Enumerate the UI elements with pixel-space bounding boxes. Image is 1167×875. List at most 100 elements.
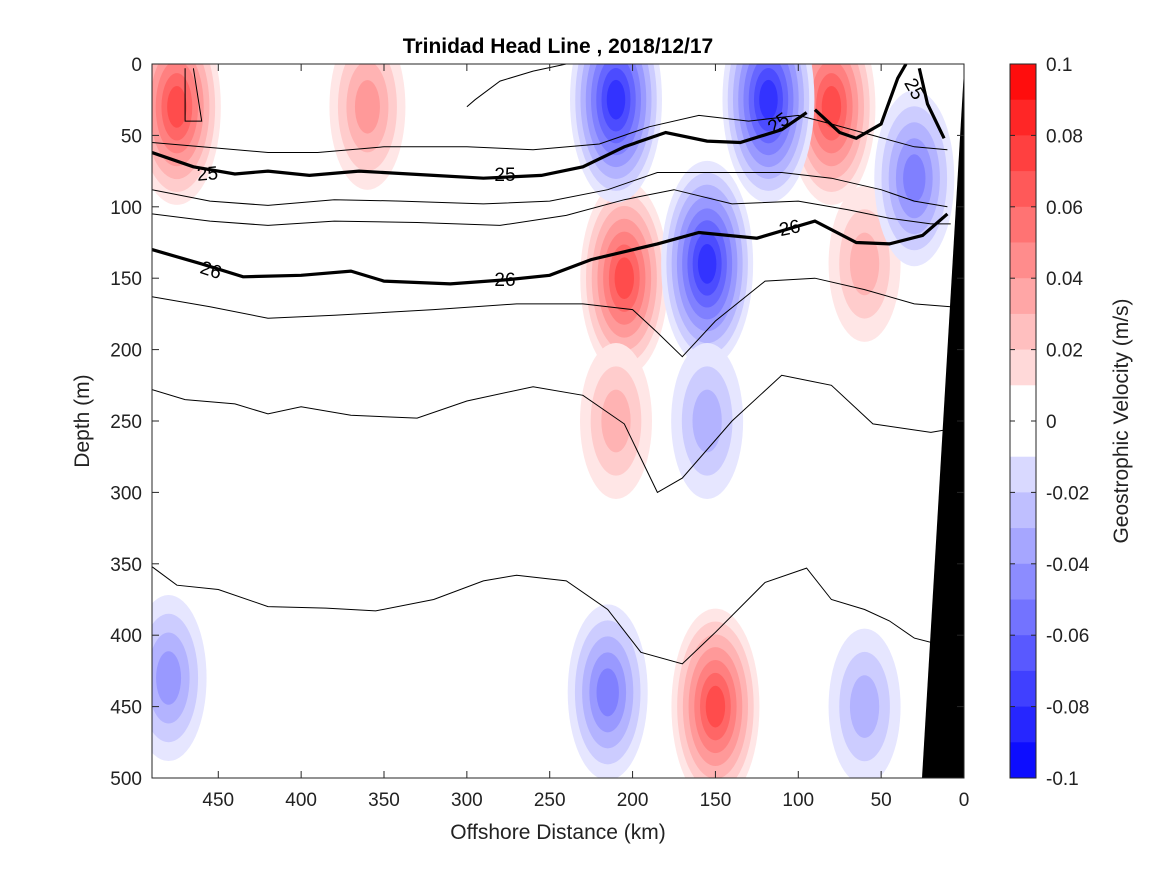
seafloor-mask: [922, 70, 964, 778]
colorbar-band: [1010, 492, 1036, 529]
y-tick-label: 100: [110, 198, 142, 219]
colorbar-label: Geostrophic Velocity (m/s): [1110, 298, 1133, 543]
x-tick-label: 150: [700, 790, 732, 811]
velocity-contour-band: [614, 257, 634, 300]
velocity-contour-band: [692, 389, 722, 453]
x-tick-label: 250: [534, 790, 566, 811]
colorbar-band: [1010, 456, 1036, 493]
colorbar-band: [1010, 385, 1036, 422]
velocity-contour-band: [903, 154, 926, 203]
velocity-contour-band: [759, 79, 778, 120]
chart-title: Trinidad Head Line , 2018/12/17: [403, 35, 713, 58]
x-axis: 450 400 350 300 250 200 150 100 50 0: [202, 64, 969, 811]
colorbar-band: [1010, 313, 1036, 351]
velocity-core: [580, 180, 669, 377]
y-tick-label: 50: [121, 126, 142, 147]
y-tick-label: 250: [110, 412, 142, 433]
x-tick-label: 350: [368, 790, 400, 811]
colorbar-tick-label: -0.08: [1046, 698, 1089, 719]
velocity-contour-band: [156, 651, 182, 705]
y-tick-label: 450: [110, 698, 142, 719]
y-axis-label: Depth (m): [71, 374, 94, 467]
colorbar-band: [1010, 421, 1036, 458]
velocity-core: [661, 160, 754, 367]
x-tick-label: 400: [285, 790, 317, 811]
colorbar-band: [1010, 242, 1036, 279]
colorbar-band: [1010, 599, 1036, 636]
isopycnal-26-line: [152, 212, 949, 286]
y-tick-label: 150: [110, 269, 142, 290]
velocity-core: [828, 628, 901, 778]
velocity-core: [580, 343, 652, 499]
isopycnal-25-line: [152, 111, 808, 180]
isopycnal-thin-line: [152, 566, 948, 665]
velocity-core: [874, 90, 955, 267]
y-tick-label: 0: [131, 55, 142, 76]
x-axis-label: Offshore Distance (km): [450, 821, 666, 844]
colorbar-tick-label: 0.06: [1046, 198, 1083, 219]
velocity-contour-band: [697, 244, 717, 284]
isopycnal-thin-line: [152, 189, 951, 226]
colorbar-tick-label: -0.04: [1046, 555, 1090, 576]
colorbar-band: [1010, 278, 1036, 315]
colorbar-band: [1010, 64, 1036, 101]
velocity-field: [152, 64, 955, 778]
velocity-contour-band: [354, 80, 380, 134]
colorbar-band: [1010, 635, 1036, 672]
colorbar-tick-label: 0: [1046, 412, 1057, 433]
isopycnal-contours: [152, 64, 956, 665]
velocity-core: [722, 64, 815, 203]
velocity-contour-band: [601, 389, 631, 453]
colorbar-tick-label: 0.08: [1046, 126, 1083, 147]
isopycnal-thin-line: [184, 68, 203, 122]
contour-label-25-a: 25: [196, 163, 219, 186]
velocity-contour-band: [849, 232, 880, 296]
velocity-core: [329, 64, 406, 190]
x-tick-label: 450: [202, 790, 234, 811]
velocity-core: [828, 185, 901, 342]
y-axis: 0 50 100 150 200 250 300 350 400 450 500: [110, 55, 964, 790]
velocity-contour-band: [596, 668, 619, 717]
velocity-core: [570, 64, 662, 203]
colorbar-tick-label: 0.1: [1046, 55, 1072, 76]
colorbar-band: [1010, 99, 1036, 136]
colorbar-band: [1010, 742, 1036, 779]
isopycnal-thin-line: [152, 374, 956, 494]
velocity-contour-band: [167, 85, 187, 128]
x-tick-label: 300: [451, 790, 483, 811]
isopycnal-thin-line: [152, 114, 948, 153]
colorbar-band: [1010, 206, 1036, 243]
contour-label-25-b: 25: [494, 165, 515, 186]
y-tick-label: 200: [110, 341, 142, 362]
velocity-contour-band: [705, 685, 726, 728]
y-tick-label: 300: [110, 483, 142, 504]
isopycnal-25-edge-line: [917, 67, 946, 139]
colorbar: 0.1 0.08 0.06 0.04 0.02 0 -0.02 -0.04 -0.06 -0.08…: [1009, 55, 1133, 790]
y-tick-label: 500: [110, 769, 142, 790]
colorbar-band: [1010, 706, 1036, 743]
colorbar-tick-label: -0.06: [1046, 626, 1089, 647]
contour-label-26-c: 26: [777, 216, 802, 241]
velocity-contour-band: [606, 79, 626, 120]
colorbar-band: [1010, 670, 1036, 708]
colorbar-tick-label: -0.02: [1046, 483, 1089, 504]
velocity-core: [152, 595, 207, 762]
colorbar-band: [1010, 171, 1036, 208]
velocity-contour-band: [821, 85, 842, 128]
isopycnal-25-nearshore-line: [813, 64, 908, 141]
y-tick-label: 350: [110, 555, 142, 576]
x-tick-label: 50: [871, 790, 892, 811]
colorbar-band: [1010, 135, 1036, 172]
colorbar-tick-label: 0.02: [1046, 341, 1083, 362]
x-tick-label: 200: [617, 790, 649, 811]
velocity-core: [671, 608, 760, 778]
x-tick-label: 100: [782, 790, 814, 811]
velocity-core: [567, 604, 648, 778]
x-tick-label: 0: [959, 790, 970, 811]
colorbar-band: [1010, 349, 1036, 386]
colorbar-tick-label: 0.04: [1046, 269, 1083, 290]
y-tick-label: 400: [110, 626, 142, 647]
isopycnal-thin-line: [152, 172, 948, 208]
contour-label-26-b: 26: [494, 270, 515, 291]
